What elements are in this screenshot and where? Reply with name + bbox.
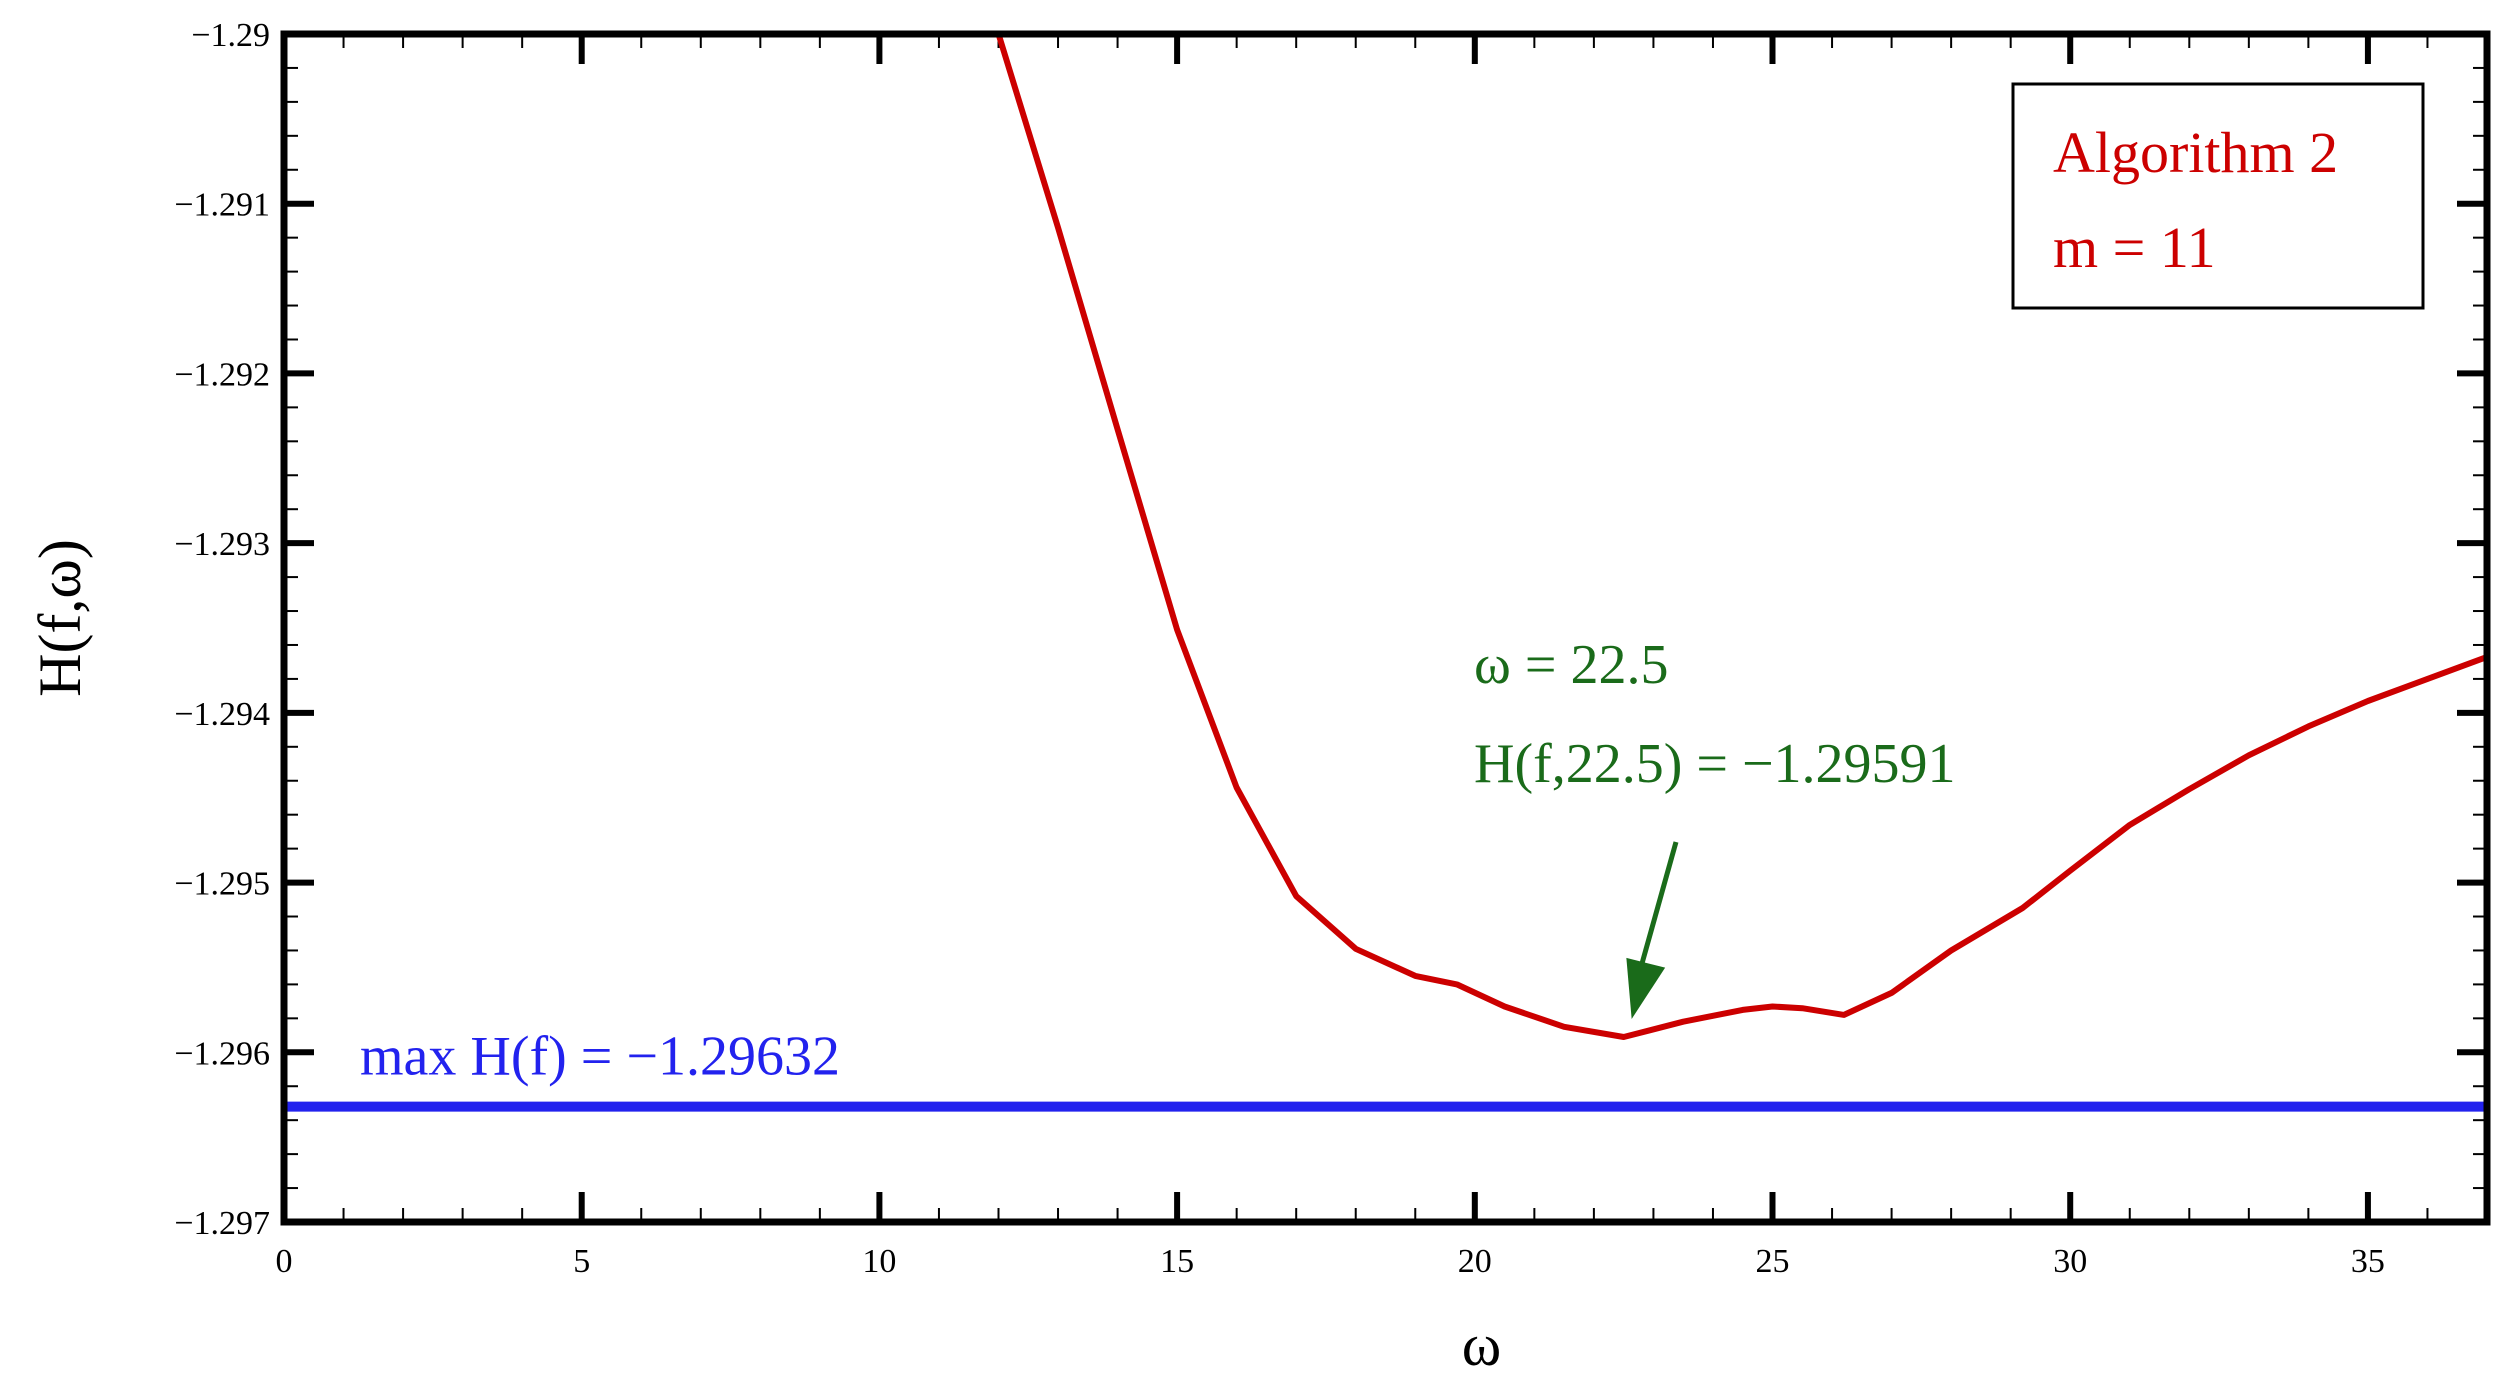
y-tick-label: −1.296 [174,1035,270,1072]
y-tick-label: −1.294 [174,696,270,733]
legend-entry-m: m = 11 [2053,215,2216,280]
legend: Algorithm 2 m = 11 [2011,82,2425,310]
annotation-arrow-head [1626,957,1666,1020]
x-tick-label: 30 [2053,1243,2087,1280]
legend-box [2011,82,2425,310]
x-tick-label: 20 [1458,1243,1492,1280]
y-tick-label: −1.29 [191,17,270,54]
annotation-omega-label: ω = 22.5 [1474,634,1668,696]
series-line-algorithm-2 [995,33,2489,1040]
plot-frame [280,30,2491,1226]
x-tick-label: 35 [2351,1243,2385,1280]
y-tick-label: −1.292 [174,356,270,393]
x-tick-label: 5 [573,1243,590,1280]
y-tick-label: −1.293 [174,526,270,563]
y-tick-label: −1.297 [174,1205,270,1242]
legend-entry-algorithm: Algorithm 2 [2053,120,2338,185]
annotation-value-label: H(f,22.5) = −1.29591 [1474,733,1956,795]
annotation-arrow-shaft [1635,841,1679,980]
x-tick-labels: 0 5 10 15 20 25 30 35 [276,1243,2385,1280]
max-reference-label: max H(f) = −1.29632 [360,1026,840,1088]
x-tick-label: 25 [1756,1243,1790,1280]
x-axis-title: ω [1462,1312,1502,1378]
y-tick-label: −1.291 [174,187,270,224]
y-axis-title: H(f,ω) [27,539,93,697]
y-tick-label: −1.295 [174,866,270,903]
x-tick-label: 15 [1160,1243,1194,1280]
x-tick-label: 0 [276,1243,293,1280]
x-tick-label: 10 [862,1243,896,1280]
y-tick-labels: −1.297 −1.296 −1.295 −1.294 −1.293 −1.292 −1.2… [174,17,270,1242]
minimum-annotation: ω = 22.5 H(f,22.5) = −1.29591 [1474,634,1956,1020]
